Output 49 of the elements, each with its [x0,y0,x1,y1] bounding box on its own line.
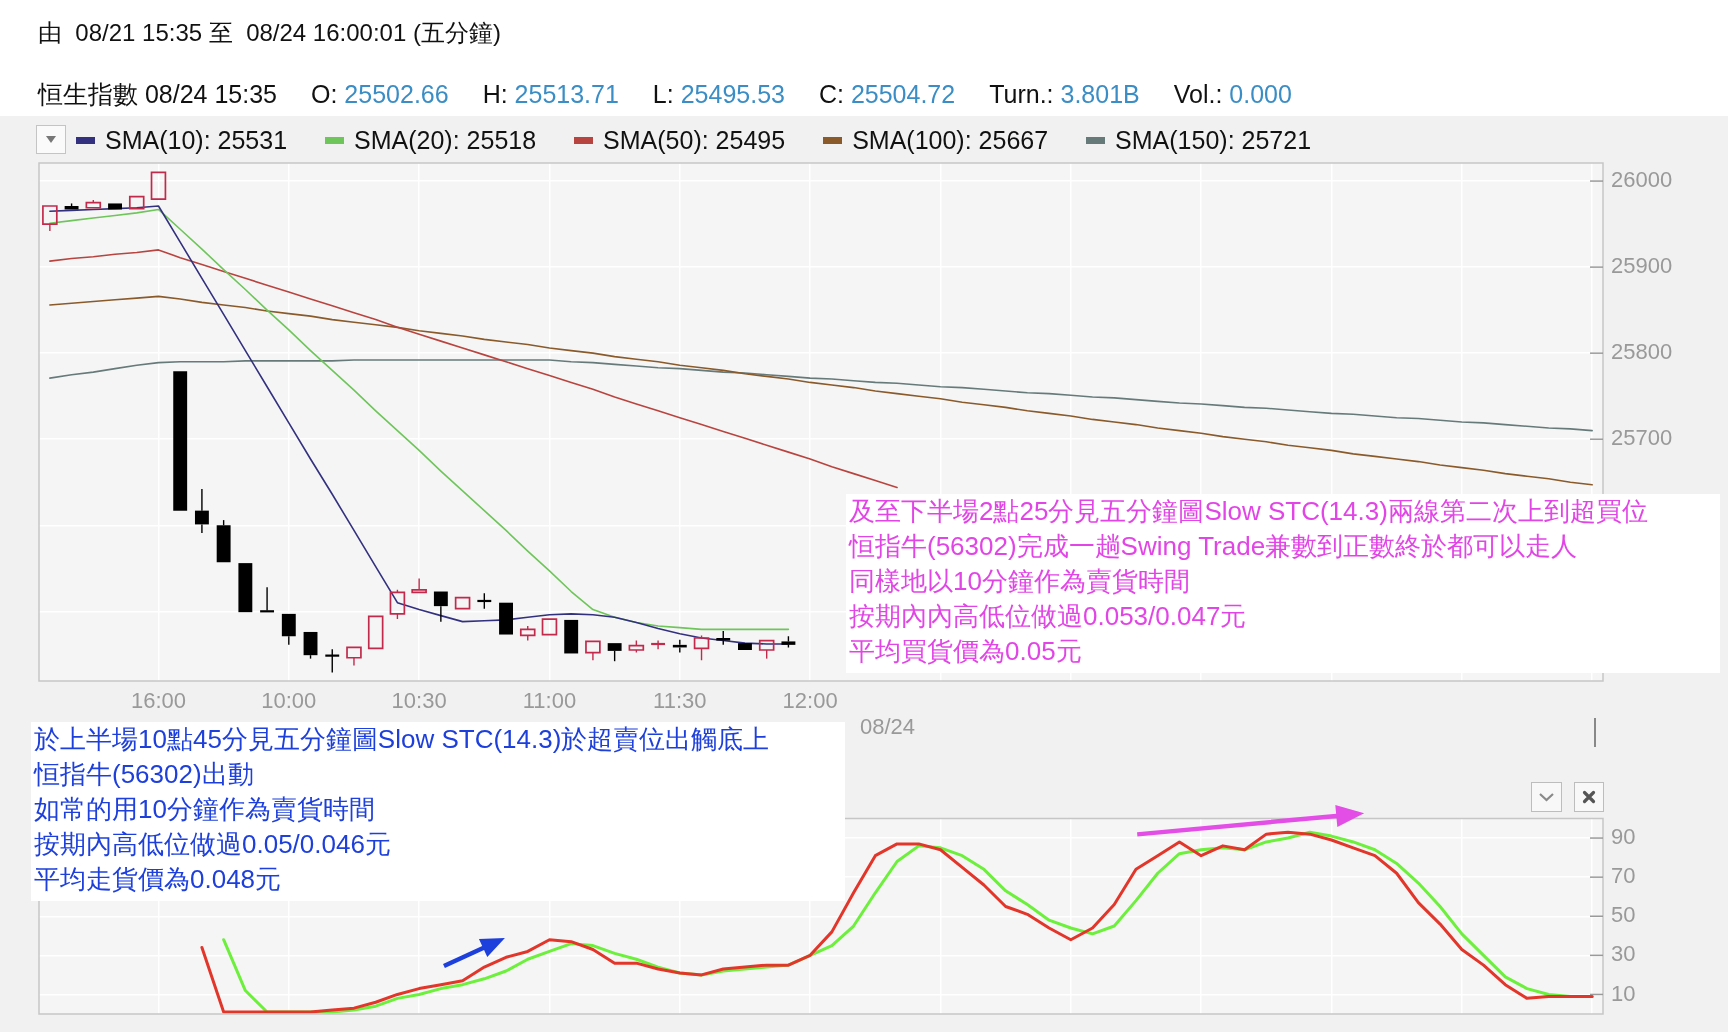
y-tick-label: 90 [1611,824,1636,850]
x-tick-label: 12:00 [782,688,838,714]
text: Vol.: 0.000 [1173,79,1292,108]
legend-label: SMA(20): 25518 [354,125,537,155]
candlestick [585,640,601,662]
y-tick-label: 30 [1611,941,1636,967]
legend-label: SMA(50): 25495 [603,125,786,155]
legend-label: SMA(100): 25667 [852,125,1049,155]
y-tick-label: 50 [1611,902,1636,928]
y-tick-label: 26000 [1611,167,1673,193]
candlestick [650,639,667,650]
annotation: 如常的用10分鐘作為賣貨時間 [34,793,376,826]
x-tick-label: 10:00 [261,688,317,714]
y-tick-label: 10 [1611,980,1636,1006]
text: C: 25504.72 [818,79,956,108]
chart-title: 由 08/21 15:35 至 08/24 16:00:01 (五分鐘) [38,18,501,48]
x-tick-label: 16:00 [130,688,186,714]
text: 08/24 [860,714,916,740]
annotation: 按期內內高低位做過0.053/0.047元 [849,600,1248,633]
text: 恒指牛(56302)出動 [34,758,255,791]
text: H: 25513.71 [482,79,619,108]
chart-subtitle: 恒生指數 08/24 15:35 [38,78,278,110]
annotation: 按期內高低位做過0.05/0.046元 [34,828,392,861]
annotation: 及至下半場2點25分見五分鐘圖Slow STC(14.3)兩線第二次上到超買位 [849,495,1648,528]
text: 於上半場10點45分見五分鐘圖Slow STC(14.3)於超賣位出觸底上 [34,723,770,756]
x-tick-label: 11:00 [522,688,577,714]
candlestick [346,646,362,667]
text: L: 25495.53 [652,79,785,108]
annotation: 平均買貨價為0.05元 [849,635,1083,668]
annotation: 恒指牛(56302)完成一趟Swing Trade兼數到正數終於都可以走人 [849,530,1579,563]
x-tick-label: 10:30 [391,688,447,714]
candlestick [324,648,341,674]
candlestick [411,577,427,594]
y-tick-label: 70 [1611,863,1636,889]
candlestick [42,205,58,232]
text: Turn.: 3.801B [989,79,1140,108]
text: O: 25502.66 [311,79,449,108]
candlestick [281,613,296,646]
candlestick [433,591,448,623]
y-tick-label: 25900 [1611,253,1673,279]
x-tick-label: 11:30 [653,688,707,714]
annotation: 平均走貨價為0.048元 [34,863,283,896]
annotation: 同樣地以10分鐘作為賣貨時間 [849,565,1191,598]
legend-label: SMA(150): 25721 [1115,125,1312,155]
legend-label: SMA(10): 25531 [105,125,288,155]
y-tick-label: 25800 [1611,339,1673,365]
candlestick [194,488,209,534]
y-tick-label: 25700 [1611,425,1673,451]
candlestick [259,586,276,613]
